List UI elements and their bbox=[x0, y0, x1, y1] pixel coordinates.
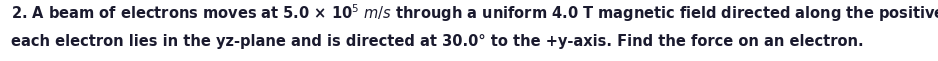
Text: each electron lies in the yz-plane and is directed at 30.0° to the +y-axis. Find: each electron lies in the yz-plane and i… bbox=[11, 34, 864, 49]
Text: 2. A beam of electrons moves at 5.0 × 10$^{5}$ $\mathit{m/s}$ through a uniform : 2. A beam of electrons moves at 5.0 × 10… bbox=[11, 2, 938, 24]
